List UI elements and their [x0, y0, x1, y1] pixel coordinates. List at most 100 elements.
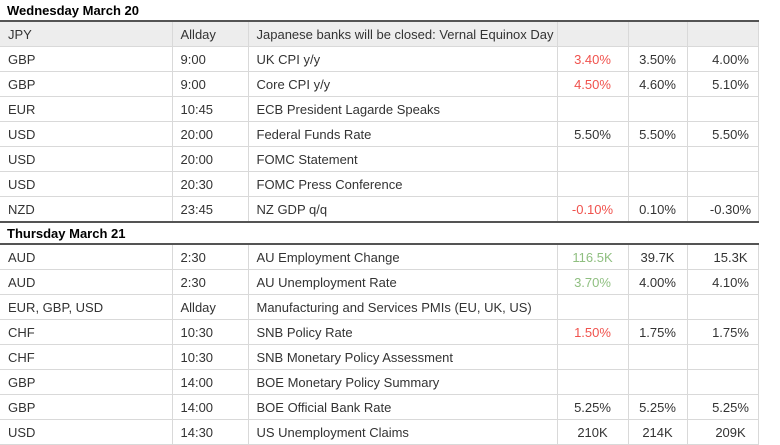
event-title-cell: UK CPI y/y: [247, 46, 557, 72]
event-row[interactable]: EUR 10:45 ECB President Lagarde Speaks: [0, 96, 759, 122]
event-row[interactable]: NZD 23:45 NZ GDP q/q -0.10% 0.10% -0.30%: [0, 196, 759, 223]
currency-cell: EUR: [0, 96, 172, 122]
event-row[interactable]: USD 20:00 Federal Funds Rate 5.50% 5.50% 5.50…: [0, 121, 759, 147]
event-row[interactable]: JPY Allday Japanese banks will be closed: …: [0, 21, 759, 47]
previous-value-cell: [686, 96, 759, 122]
actual-value-cell: [556, 146, 628, 172]
day-label: Thursday March 21: [0, 221, 759, 245]
currency-cell: NZD: [0, 196, 172, 223]
economic-calendar-table: Wednesday March 20 JPY Allday Japanese bank…: [0, 0, 759, 445]
forecast-value-cell: [627, 96, 687, 122]
event-title-cell: FOMC Press Conference: [247, 171, 557, 197]
event-title-cell: BOE Monetary Policy Summary: [247, 369, 557, 395]
time-cell: 20:00: [171, 146, 248, 172]
previous-value-cell: 15.3K: [686, 244, 759, 270]
forecast-value-cell: [627, 294, 687, 320]
time-cell: 9:00: [171, 71, 248, 97]
currency-cell: GBP: [0, 369, 172, 395]
currency-cell: AUD: [0, 244, 172, 270]
day-header-row: Thursday March 21: [0, 221, 759, 245]
event-title-cell: BOE Official Bank Rate: [247, 394, 557, 420]
previous-value-cell: 4.10%: [686, 269, 759, 295]
time-cell: 2:30: [171, 244, 248, 270]
actual-value-cell: 3.70%: [556, 269, 628, 295]
calendar-table-body: Wednesday March 20 JPY Allday Japanese bank…: [0, 0, 759, 445]
forecast-value-cell: 39.7K: [627, 244, 687, 270]
forecast-value-cell: [627, 369, 687, 395]
event-title-cell: US Unemployment Claims: [247, 419, 557, 445]
event-row[interactable]: CHF 10:30 SNB Policy Rate 1.50% 1.75% 1.75%: [0, 319, 759, 345]
forecast-value-cell: [627, 146, 687, 172]
forecast-value-cell: 4.00%: [627, 269, 687, 295]
event-title-cell: AU Unemployment Rate: [247, 269, 557, 295]
event-row[interactable]: USD 20:30 FOMC Press Conference: [0, 171, 759, 197]
time-cell: 23:45: [171, 196, 248, 223]
actual-value-cell: [556, 369, 628, 395]
forecast-value-cell: [627, 21, 687, 47]
actual-value-cell: -0.10%: [556, 196, 628, 223]
actual-value-cell: 1.50%: [556, 319, 628, 345]
event-title-cell: SNB Monetary Policy Assessment: [247, 344, 557, 370]
previous-value-cell: [686, 344, 759, 370]
currency-cell: USD: [0, 419, 172, 445]
actual-value-cell: 210K: [556, 419, 628, 445]
forecast-value-cell: 214K: [627, 419, 687, 445]
currency-cell: USD: [0, 121, 172, 147]
event-title-cell: Japanese banks will be closed: Vernal Eq…: [247, 21, 557, 47]
actual-value-cell: [556, 96, 628, 122]
forecast-value-cell: 5.50%: [627, 121, 687, 147]
currency-cell: USD: [0, 146, 172, 172]
forecast-value-cell: [627, 171, 687, 197]
event-row[interactable]: GBP 9:00 Core CPI y/y 4.50% 4.60% 5.10%: [0, 71, 759, 97]
currency-cell: GBP: [0, 394, 172, 420]
currency-cell: GBP: [0, 71, 172, 97]
actual-value-cell: 4.50%: [556, 71, 628, 97]
currency-cell: GBP: [0, 46, 172, 72]
event-row[interactable]: CHF 10:30 SNB Monetary Policy Assessment: [0, 344, 759, 370]
event-row[interactable]: GBP 14:00 BOE Monetary Policy Summary: [0, 369, 759, 395]
forecast-value-cell: 1.75%: [627, 319, 687, 345]
time-cell: 9:00: [171, 46, 248, 72]
currency-cell: EUR, GBP, USD: [0, 294, 172, 320]
event-row[interactable]: EUR, GBP, USD Allday Manufacturing and Ser…: [0, 294, 759, 320]
actual-value-cell: 5.50%: [556, 121, 628, 147]
previous-value-cell: [686, 171, 759, 197]
previous-value-cell: 5.50%: [686, 121, 759, 147]
currency-cell: CHF: [0, 319, 172, 345]
event-title-cell: SNB Policy Rate: [247, 319, 557, 345]
previous-value-cell: [686, 21, 759, 47]
time-cell: 14:30: [171, 419, 248, 445]
previous-value-cell: [686, 146, 759, 172]
actual-value-cell: [556, 344, 628, 370]
actual-value-cell: [556, 171, 628, 197]
event-title-cell: FOMC Statement: [247, 146, 557, 172]
previous-value-cell: 4.00%: [686, 46, 759, 72]
event-row[interactable]: AUD 2:30 AU Employment Change 116.5K 39.7K 15…: [0, 244, 759, 270]
event-row[interactable]: GBP 14:00 BOE Official Bank Rate 5.25% 5.25%…: [0, 394, 759, 420]
event-title-cell: Manufacturing and Services PMIs (EU, UK,…: [247, 294, 557, 320]
actual-value-cell: 116.5K: [556, 244, 628, 270]
actual-value-cell: [556, 294, 628, 320]
time-cell: 10:30: [171, 344, 248, 370]
day-label: Wednesday March 20: [0, 0, 759, 22]
time-cell: 20:30: [171, 171, 248, 197]
time-cell: 10:30: [171, 319, 248, 345]
previous-value-cell: 5.10%: [686, 71, 759, 97]
forecast-value-cell: 3.50%: [627, 46, 687, 72]
previous-value-cell: [686, 369, 759, 395]
forecast-value-cell: 0.10%: [627, 196, 687, 223]
previous-value-cell: 1.75%: [686, 319, 759, 345]
currency-cell: USD: [0, 171, 172, 197]
event-row[interactable]: GBP 9:00 UK CPI y/y 3.40% 3.50% 4.00%: [0, 46, 759, 72]
time-cell: 2:30: [171, 269, 248, 295]
time-cell: 10:45: [171, 96, 248, 122]
time-cell: Allday: [171, 21, 248, 47]
time-cell: 20:00: [171, 121, 248, 147]
currency-cell: CHF: [0, 344, 172, 370]
currency-cell: AUD: [0, 269, 172, 295]
actual-value-cell: [556, 21, 628, 47]
event-row[interactable]: USD 20:00 FOMC Statement: [0, 146, 759, 172]
event-row[interactable]: USD 14:30 US Unemployment Claims 210K 214K 20…: [0, 419, 759, 445]
event-title-cell: Core CPI y/y: [247, 71, 557, 97]
event-row[interactable]: AUD 2:30 AU Unemployment Rate 3.70% 4.00% 4.1…: [0, 269, 759, 295]
